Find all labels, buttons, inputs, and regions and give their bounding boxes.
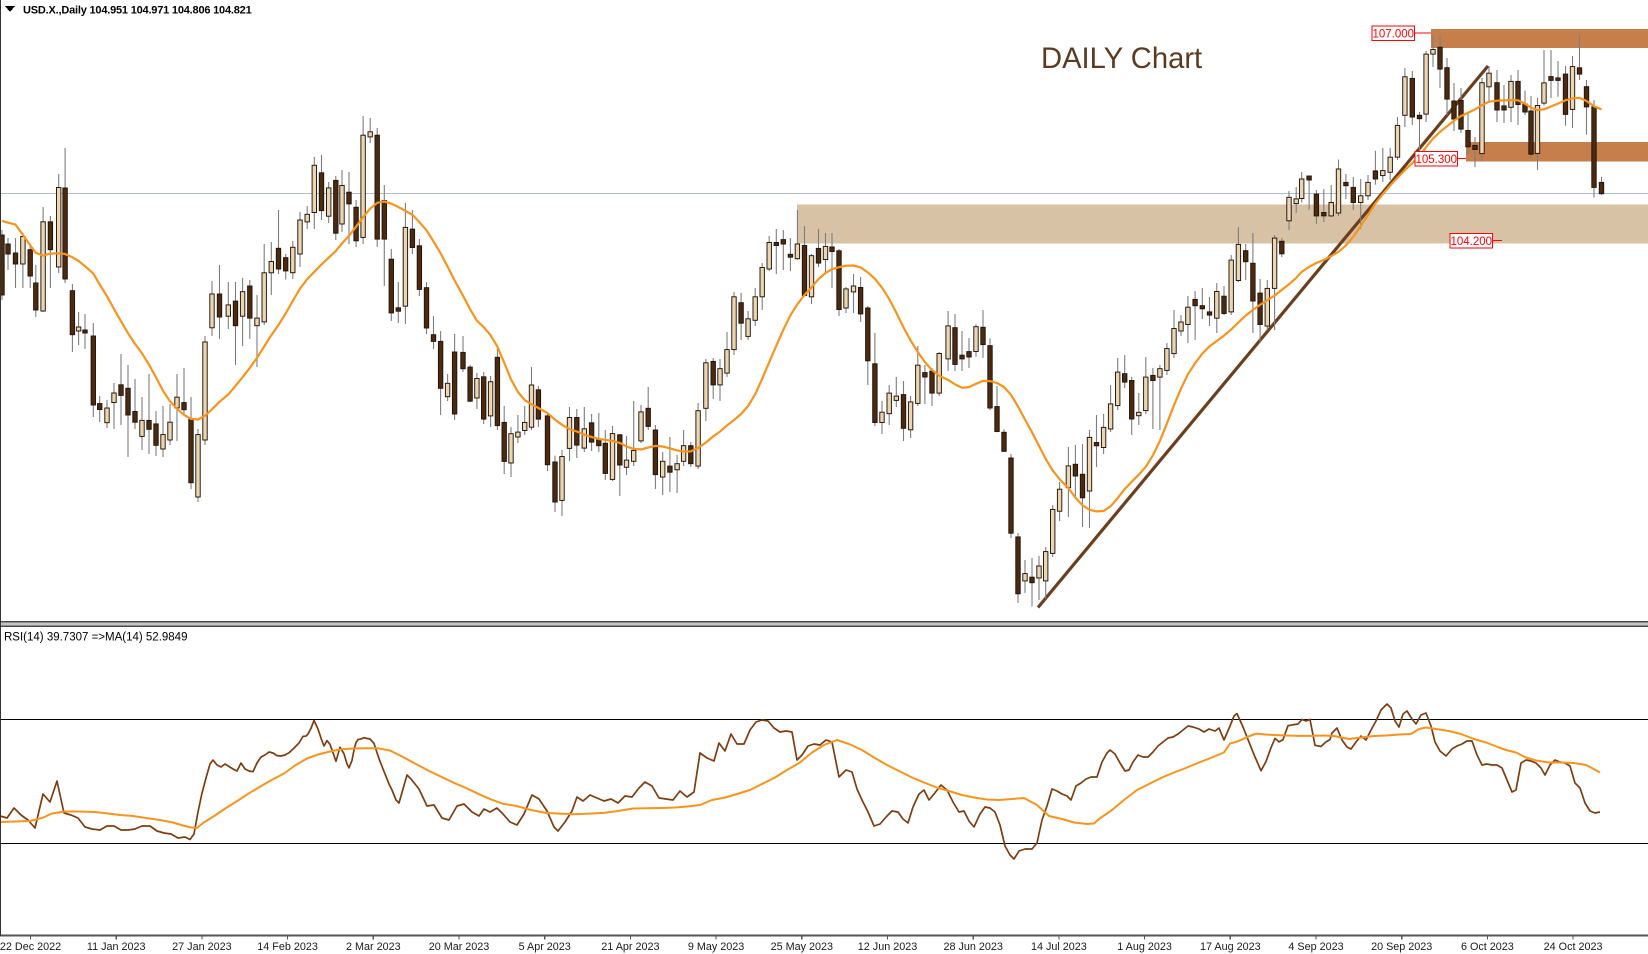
svg-text:28 Jun 2023: 28 Jun 2023: [943, 941, 1002, 953]
svg-text:14 Feb 2023: 14 Feb 2023: [257, 941, 318, 953]
svg-text:21 Apr 2023: 21 Apr 2023: [601, 941, 659, 953]
svg-text:9 May 2023: 9 May 2023: [688, 941, 744, 953]
svg-text:12 Jun 2023: 12 Jun 2023: [858, 941, 917, 953]
svg-text:RSI(14) 39.7307 =>MA(14) 52.9: RSI(14) 39.7307 =>MA(14) 52.9849: [4, 632, 187, 644]
svg-text:USD.X.,Daily 104.951 104.971: USD.X.,Daily 104.951 104.971 104.806 104…: [23, 5, 252, 17]
svg-text:105.300: 105.300: [1415, 154, 1457, 166]
svg-text:22 Dec 2022: 22 Dec 2022: [0, 941, 61, 953]
svg-text:14 Jul 2023: 14 Jul 2023: [1031, 941, 1087, 953]
svg-text:107.000: 107.000: [1372, 29, 1414, 41]
svg-text:11 Jan 2023: 11 Jan 2023: [87, 941, 146, 953]
svg-text:5 Apr 2023: 5 Apr 2023: [519, 941, 571, 953]
svg-text:DAILY Chart: DAILY Chart: [1041, 43, 1202, 75]
svg-text:2 Mar 2023: 2 Mar 2023: [346, 941, 401, 953]
svg-text:1 Aug 2023: 1 Aug 2023: [1117, 941, 1172, 953]
svg-text:17 Aug 2023: 17 Aug 2023: [1200, 941, 1261, 953]
svg-text:4 Sep 2023: 4 Sep 2023: [1288, 941, 1343, 953]
svg-text:20 Sep 2023: 20 Sep 2023: [1371, 941, 1432, 953]
svg-text:104.200: 104.200: [1450, 236, 1492, 248]
svg-text:24 Oct 2023: 24 Oct 2023: [1544, 941, 1603, 953]
svg-text:27 Jan 2023: 27 Jan 2023: [172, 941, 231, 953]
svg-text:20 Mar 2023: 20 Mar 2023: [429, 941, 490, 953]
svg-text:25 May 2023: 25 May 2023: [771, 941, 833, 953]
svg-text:6 Oct 2023: 6 Oct 2023: [1461, 941, 1514, 953]
